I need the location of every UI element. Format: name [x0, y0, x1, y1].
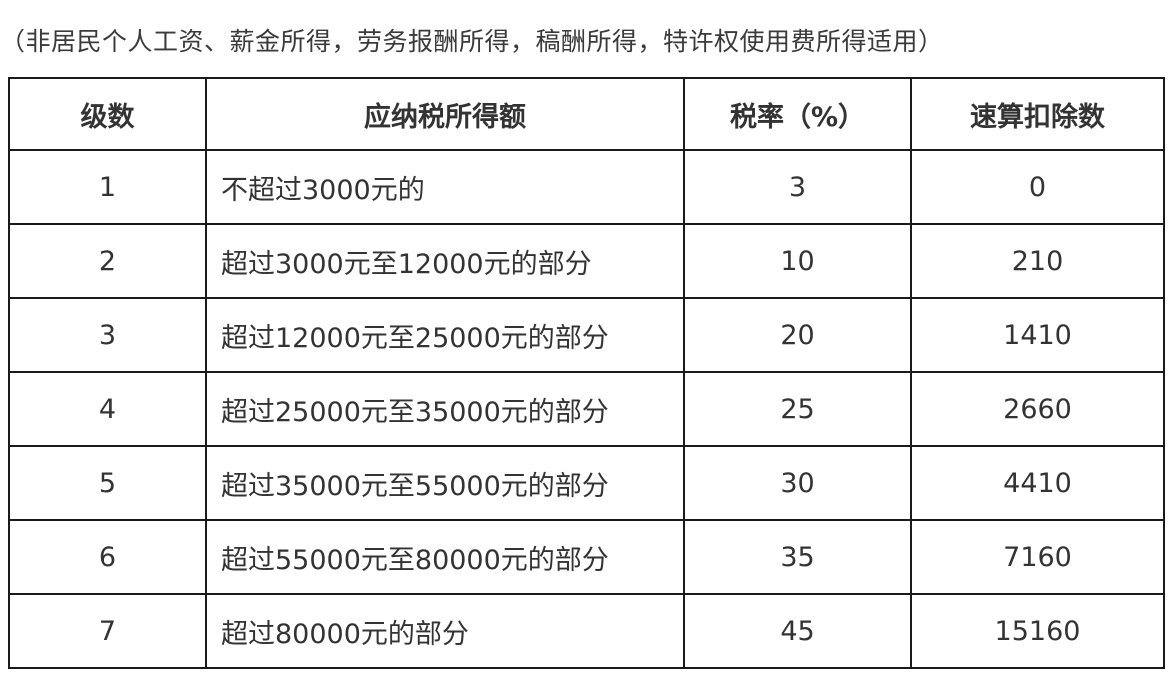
taxable-income-cell: 超过55000元至80000元的部分	[205, 519, 685, 595]
table-row: 4 超过25000元至35000元的部分 25 2660	[8, 371, 1165, 447]
tax-rate-cell: 10	[683, 223, 912, 299]
level-cell: 4	[8, 371, 207, 447]
table-row: 7 超过80000元的部分 45 15160	[8, 593, 1165, 669]
tax-rate-table: 级数 应纳税所得额 税率（%） 速算扣除数 1 不超过3000元的 3 0 2 超过300…	[8, 77, 1165, 669]
table-row: 3 超过12000元至25000元的部分 20 1410	[8, 297, 1165, 373]
quick-deduction-cell: 2660	[910, 371, 1165, 447]
level-cell: 1	[8, 149, 207, 225]
taxable-income-cell: 不超过3000元的	[205, 149, 685, 225]
table-caption: （非居民个人工资、薪金所得，劳务报酬所得，稿酬所得，特许权使用费所得适用）	[0, 27, 944, 56]
quick-deduction-cell: 210	[910, 223, 1165, 299]
taxable-income-cell: 超过3000元至12000元的部分	[205, 223, 685, 299]
tax-rate-cell: 3	[683, 149, 912, 225]
level-cell: 3	[8, 297, 207, 373]
quick-deduction-cell: 15160	[910, 593, 1165, 669]
level-cell: 7	[8, 593, 207, 669]
quick-deduction-cell: 4410	[910, 445, 1165, 521]
taxable-income-cell: 超过25000元至35000元的部分	[205, 371, 685, 447]
tax-rate-cell: 45	[683, 593, 912, 669]
tax-rate-cell: 35	[683, 519, 912, 595]
quick-deduction-cell: 1410	[910, 297, 1165, 373]
quick-deduction-cell: 0	[910, 149, 1165, 225]
quick-deduction-cell: 7160	[910, 519, 1165, 595]
table-row: 2 超过3000元至12000元的部分 10 210	[8, 223, 1165, 299]
taxable-income-cell: 超过12000元至25000元的部分	[205, 297, 685, 373]
table-row: 1 不超过3000元的 3 0	[8, 149, 1165, 225]
tax-rate-cell: 20	[683, 297, 912, 373]
table-header-row: 级数 应纳税所得额 税率（%） 速算扣除数	[8, 77, 1165, 151]
level-cell: 2	[8, 223, 207, 299]
tax-rate-cell: 25	[683, 371, 912, 447]
table-row: 6 超过55000元至80000元的部分 35 7160	[8, 519, 1165, 595]
tax-rate-cell: 30	[683, 445, 912, 521]
header-level: 级数	[8, 77, 207, 151]
header-tax-rate: 税率（%）	[683, 77, 912, 151]
level-cell: 5	[8, 445, 207, 521]
taxable-income-cell: 超过35000元至55000元的部分	[205, 445, 685, 521]
header-quick-deduction: 速算扣除数	[910, 77, 1165, 151]
level-cell: 6	[8, 519, 207, 595]
header-taxable-income: 应纳税所得额	[205, 77, 685, 151]
taxable-income-cell: 超过80000元的部分	[205, 593, 685, 669]
table-row: 5 超过35000元至55000元的部分 30 4410	[8, 445, 1165, 521]
